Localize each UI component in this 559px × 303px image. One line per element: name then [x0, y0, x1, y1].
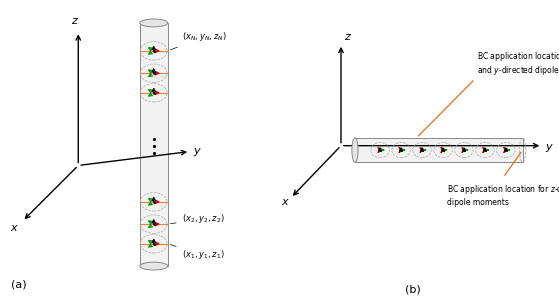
- Ellipse shape: [140, 19, 168, 27]
- Text: $y$: $y$: [193, 146, 202, 158]
- Text: $(x_1, y_1, z_1)$: $(x_1, y_1, z_1)$: [170, 245, 224, 261]
- Text: (a): (a): [11, 279, 27, 289]
- Polygon shape: [140, 23, 168, 266]
- Text: BC application location for $z$-directed
dipole moments: BC application location for $z$-directed…: [447, 184, 559, 207]
- Ellipse shape: [352, 138, 358, 162]
- Polygon shape: [355, 138, 523, 162]
- Text: $(x_2, y_2, z_2)$: $(x_2, y_2, z_2)$: [170, 212, 224, 225]
- Text: $z$: $z$: [344, 32, 352, 42]
- Text: $x$: $x$: [10, 223, 19, 233]
- Text: $y$: $y$: [545, 142, 554, 154]
- Ellipse shape: [140, 262, 168, 270]
- Text: $(x_N, y_N, z_N)$: $(x_N, y_N, z_N)$: [170, 30, 226, 50]
- Text: $x$: $x$: [281, 197, 290, 207]
- Text: (b): (b): [405, 285, 421, 295]
- Text: BC application locations for $x$-directed
and $y$-directed dipole moments: BC application locations for $x$-directe…: [476, 49, 559, 77]
- Text: $z$: $z$: [72, 16, 79, 26]
